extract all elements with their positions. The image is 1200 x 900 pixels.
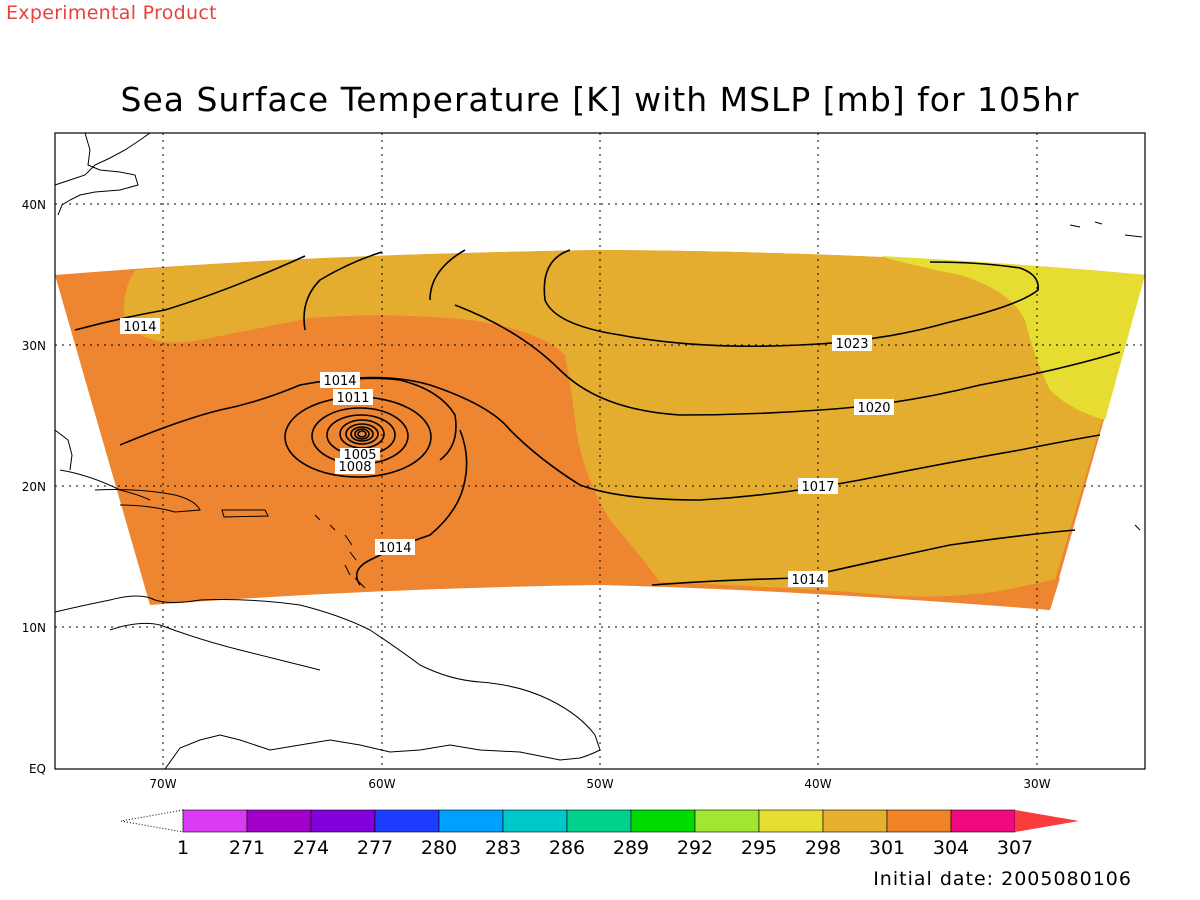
contour-1017 (119, 376, 1101, 501)
colorbar-swatch (758, 809, 824, 833)
svg-text:1014: 1014 (791, 573, 824, 588)
coastline-south-america (54, 595, 601, 770)
colorbar-swatch (950, 809, 1016, 833)
sst-region-gold (123, 250, 1145, 597)
colorbar-over-triangle (1015, 810, 1079, 832)
sst-region-warm-se (960, 578, 1060, 610)
colorbar-label: 286 (549, 837, 585, 859)
contour-label: 1023 (832, 335, 872, 352)
lon-tick-labels: 70W 60W 50W 40W 30W (149, 777, 1050, 791)
colorbar-swatch (886, 809, 952, 833)
colorbar-swatch (438, 809, 504, 833)
colorbar-swatch (502, 809, 568, 833)
sst-region-yellow (880, 256, 1145, 420)
contour-label: 1014 (788, 571, 828, 588)
coastline-lesser-antilles (314, 514, 366, 589)
contour-label: 1011 (333, 389, 373, 406)
svg-text:1014: 1014 (123, 320, 156, 335)
svg-text:1011: 1011 (336, 391, 369, 406)
coastline-venezuela-inner (109, 622, 321, 671)
lat-tick-label: 10N (22, 621, 46, 635)
experimental-product-note: Experimental Product (6, 2, 217, 24)
color-legend: 1 271 274 277 280 283 286 289 292 295 298 301 304 307 (120, 809, 1079, 859)
colorbar-swatch (374, 809, 440, 833)
colorbar-swatch (246, 809, 312, 833)
colorbar-label: 307 (997, 837, 1033, 859)
lon-tick-label: 40W (804, 777, 831, 791)
svg-text:1014: 1014 (378, 541, 411, 556)
svg-text:1008: 1008 (338, 460, 371, 475)
colorbar-swatch (694, 809, 760, 833)
colorbar-label: 304 (933, 837, 969, 859)
lat-tick-label: 40N (22, 198, 46, 212)
colorbar-label: 274 (293, 837, 329, 859)
colorbar-swatch (310, 809, 376, 833)
colorbar-label: 283 (485, 837, 521, 859)
colorbar-label: 301 (869, 837, 905, 859)
svg-text:1014: 1014 (323, 374, 356, 389)
colorbar-under-triangle (120, 809, 184, 833)
colorbar-label: 295 (741, 837, 777, 859)
svg-text:1020: 1020 (857, 401, 890, 416)
svg-text:1005: 1005 (343, 448, 376, 463)
colorbar-label: 1 (177, 837, 189, 859)
lat-tick-label: 30N (22, 339, 46, 353)
coastline-florida (54, 429, 73, 471)
colorbar-label: 280 (421, 837, 457, 859)
lon-tick-label: 60W (368, 777, 395, 791)
contour-nw-3 (429, 249, 466, 301)
colorbar-swatch (822, 809, 888, 833)
lat-tick-labels: EQ 10N 20N 30N 40N (22, 198, 46, 776)
svg-text:1023: 1023 (835, 337, 868, 352)
colorbar-label: 298 (805, 837, 841, 859)
lon-tick-label: 50W (586, 777, 613, 791)
contour-label: 1014 (375, 539, 415, 556)
graticule (55, 133, 1145, 769)
contour-label: 1008 (335, 458, 375, 475)
contour-1014-se (651, 529, 1076, 586)
coastline-puerto-rico (221, 509, 269, 518)
contour-label: 1020 (854, 399, 894, 416)
lon-tick-label: 30W (1023, 777, 1050, 791)
coastlines (54, 132, 1143, 770)
coastline-new-england (57, 132, 139, 216)
colorbar-label: 277 (357, 837, 393, 859)
colorbar-swatch (182, 809, 248, 833)
contour-label: 1005 (340, 448, 380, 463)
contour-1014-nw (74, 255, 306, 331)
colorbar-label: 289 (613, 837, 649, 859)
coastline-north-america (54, 132, 151, 186)
initial-date: Initial date: 2005080106 (873, 868, 1132, 890)
lon-tick-label: 70W (149, 777, 176, 791)
coastline-islands-ne (1069, 221, 1143, 531)
contour-1014-s (355, 429, 468, 586)
svg-text:1017: 1017 (801, 480, 834, 495)
colorbar-label: 292 (677, 837, 713, 859)
contour-label: 1014 (320, 372, 360, 389)
contour-label: 1014 (120, 318, 160, 335)
lat-tick-label: EQ (29, 762, 46, 776)
lat-tick-label: 20N (22, 480, 46, 494)
contour-labels: 1014 1014 1011 1008 1005 1014 1014 1017 … (120, 318, 894, 588)
contour-label: 1017 (798, 478, 838, 495)
colorbar-swatch (630, 809, 696, 833)
colorbar-swatch (566, 809, 632, 833)
chart-title: Sea Surface Temperature [K] with MSLP [m… (120, 80, 1080, 119)
contour-nw-2 (303, 251, 383, 331)
colorbar-label: 271 (229, 837, 265, 859)
coastline-hispaniola (94, 489, 201, 513)
contour-1020 (454, 304, 1121, 416)
